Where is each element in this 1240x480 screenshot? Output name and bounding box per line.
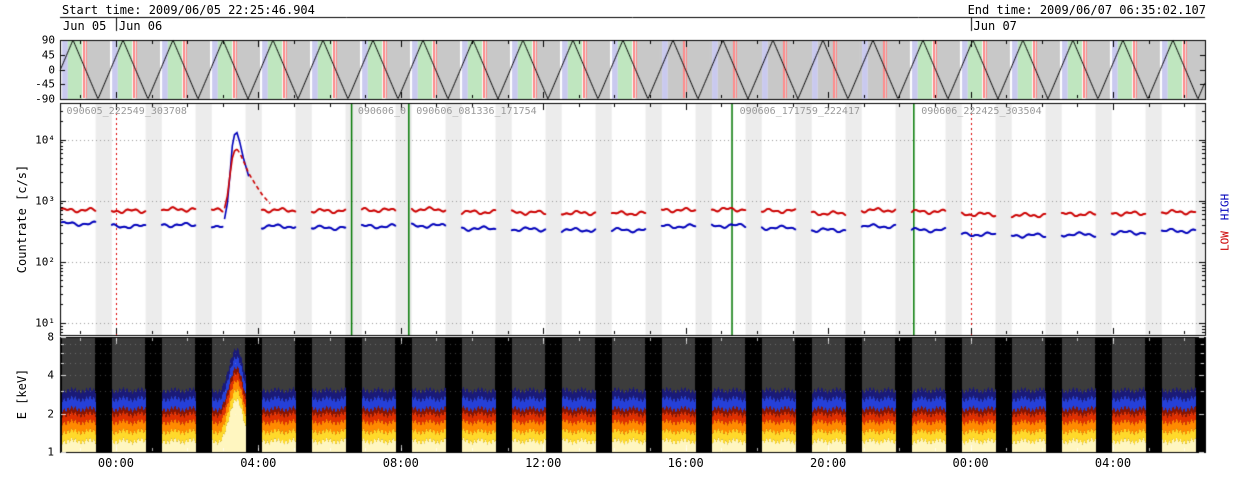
- time-tick-label: 16:00: [667, 456, 704, 470]
- low-series-label: LOW: [1218, 231, 1232, 251]
- time-tick-label: 12:00: [525, 456, 562, 470]
- energy-tick-label: 8: [47, 330, 54, 344]
- date-label: Jun 05: [63, 19, 107, 33]
- countrate-tick-label: 10⁴: [35, 133, 55, 147]
- date-label: Jun 06: [118, 19, 163, 33]
- time-tick-label: 20:00: [810, 456, 847, 470]
- energy-axis-title: E [keV]: [15, 368, 29, 420]
- start-time-label: Start time: 2009/06/05 22:25:46.904: [62, 3, 315, 17]
- time-tick-label: 00:00: [97, 456, 134, 470]
- countrate-tick-label: 10¹: [35, 316, 55, 330]
- time-tick-label: 08:00: [382, 456, 419, 470]
- end-time-label: End time: 2009/06/07 06:35:02.107: [967, 3, 1206, 17]
- angle-tick-label: -45: [35, 77, 55, 91]
- date-label: Jun 07: [973, 19, 1017, 33]
- time-tick-label: 04:00: [240, 456, 277, 470]
- countrate-axis-title: Countrate [c/s]: [15, 164, 29, 274]
- angle-tick-label: 45: [41, 48, 55, 62]
- angle-tick-label: 0: [48, 63, 55, 76]
- high-series-label: HIGH: [1218, 193, 1232, 221]
- time-tick-label: 00:00: [952, 456, 989, 470]
- countrate-tick-label: 10²: [35, 255, 55, 269]
- file-interval-label: 090605_222549_303708: [66, 106, 187, 117]
- countrate-tick-label: 10³: [35, 194, 55, 208]
- file-interval-label: 090606_0: [357, 106, 407, 117]
- file-interval-label: 090606_171759_222417: [739, 106, 860, 117]
- time-tick-label: 04:00: [1094, 456, 1132, 470]
- angle-tick-label: 90: [41, 33, 55, 47]
- energy-tick-label: 1: [47, 445, 54, 459]
- energy-tick-label: 4: [47, 368, 54, 382]
- energy-tick-label: 2: [47, 407, 54, 421]
- angle-tick-label: -90: [35, 92, 55, 106]
- file-interval-label: 090606_222425_303504: [921, 106, 1042, 117]
- file-interval-label: 090606_081336_171754: [416, 106, 537, 117]
